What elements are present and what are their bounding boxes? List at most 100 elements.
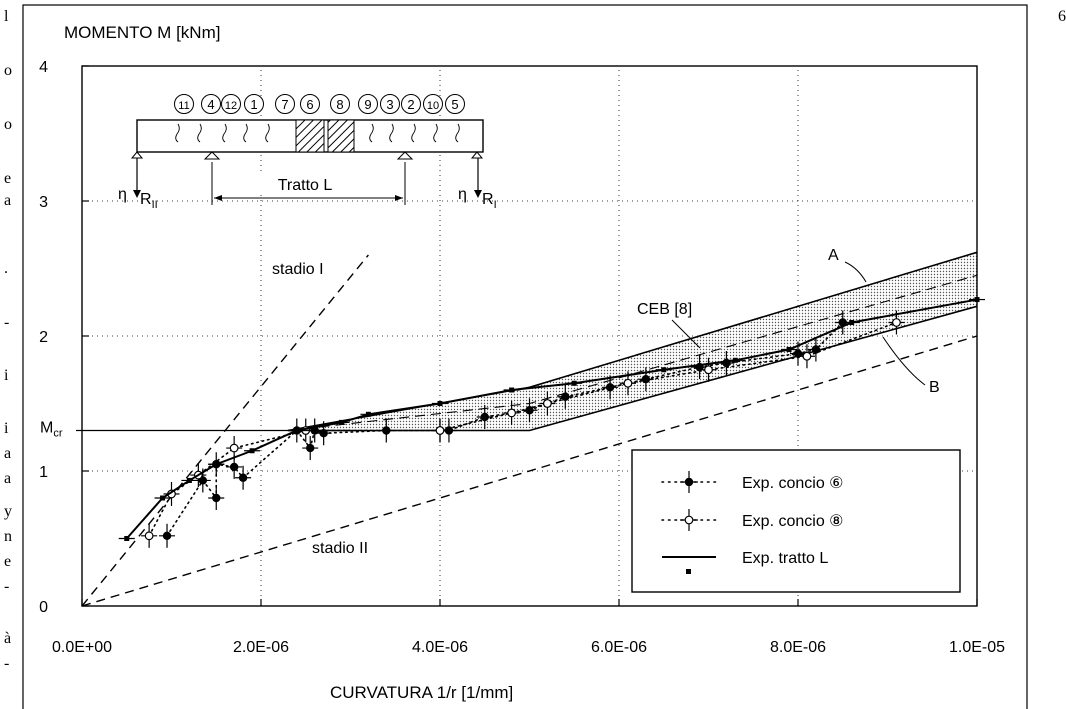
crack [175,123,180,143]
data-point-concio-8 [229,443,239,453]
span-label-bg [260,174,350,192]
reference-line [81,335,978,607]
segment-number: 6 [306,97,313,112]
stadio-ii-label: stadio II [312,540,368,557]
data-point-tratto-l [339,419,345,425]
segment-number: 10 [427,100,439,112]
legend-label: Exp. concio ⑧ [742,513,844,530]
data-point-concio-8 [144,531,154,541]
margin-glyph: a [4,192,12,209]
margin-glyph: a [4,445,12,462]
crack [389,123,394,143]
right-reaction-label: RI [482,191,497,211]
data-point-tratto-l [249,448,255,454]
data-point-concio-8 [623,378,633,388]
crack [243,123,248,143]
legend-marker [684,515,694,525]
segment-numbers: 11 4 12 1 7 6 8 9 3 2 10 5 [174,94,465,114]
data-point-tratto-l [732,357,738,363]
segment-number: 1 [250,97,257,112]
curve-b-label: B [929,379,940,396]
segment-circle [174,94,194,114]
segment-8-hatch [327,119,355,153]
segment-circle [244,94,264,114]
crack [411,123,416,143]
curve-b-leader [882,336,926,386]
span-arrow-right [395,195,403,201]
data-point-tratto-l [160,495,166,501]
left-reaction-eta: η [118,186,127,203]
segment-number: 4 [207,97,214,112]
ceb-band-fill [287,252,978,431]
inner-support-left [203,151,221,160]
y-tick-label: 0 [39,599,48,616]
margin-glyph: - [4,578,10,595]
data-point-concio-8 [704,365,713,375]
data-point-concio-6 [641,375,651,384]
curve-a-label: A [828,247,839,264]
segment-number: 11 [178,100,189,112]
legend-label: Exp. tratto L [742,550,828,567]
series-line [126,298,978,540]
left-reaction-label: RII [140,191,158,211]
segment-circle [330,94,350,114]
y-tick-label: 1 [39,464,48,481]
page-number: 6 [1058,8,1066,25]
data-point-concio-6 [212,493,221,503]
end-support-left [130,151,144,159]
data-series [118,297,985,548]
legend-label: Exp. concio ⑥ [742,475,844,492]
ceb-leader [671,319,701,349]
segment-circle [201,94,221,114]
data-point-tratto-l [124,536,130,541]
margin-glyph: à [4,630,12,647]
annotations: Mcr stadio I stadio II CEB [8] A B [40,247,940,557]
left-reaction-arrowhead [133,190,141,198]
data-point-tratto-l [365,411,371,417]
data-point-tratto-l [186,477,192,483]
span-label: Tratto L [278,177,333,194]
x-tick-label: 2.0E-06 [233,639,289,656]
data-point-tratto-l [849,320,855,325]
data-point-concio-8 [435,426,445,435]
margin-glyph: e [4,170,12,187]
inner-support-right [396,151,414,160]
data-point-tratto-l [786,347,792,352]
x-tick-label: 0.0E+00 [52,639,112,656]
segment-circle [445,94,465,114]
margin-glyph: - [4,655,10,672]
data-point-tratto-l [437,401,443,406]
right-reaction-eta: η [458,186,467,203]
x-tick-label: 1.0E-05 [949,639,1005,656]
crack [455,123,460,143]
series-line [148,321,898,537]
stadio-i-label: stadio I [272,261,324,278]
data-point-concio-8 [543,399,552,408]
y-axis-title: MOMENTO M [kNm] [64,23,220,42]
x-axis-title: CURVATURA 1/r [1/mm] [330,683,513,702]
legend-marker [684,477,694,487]
data-point-concio-6 [793,349,803,358]
data-point-tratto-l [571,380,577,386]
segment-circle [300,94,320,114]
crack [197,123,202,143]
data-point-concio-6 [382,426,391,435]
ceb-upper-bound-a [287,251,978,432]
margin-glyph: i [4,367,9,384]
data-point-concio-6 [605,383,615,392]
data-point-concio-6 [561,392,570,401]
data-point-concio-6 [444,426,454,435]
crack [369,123,374,143]
margin-glyph: i [4,420,9,437]
data-point-concio-6 [229,462,239,472]
crack [265,123,270,143]
segment-number: 8 [336,97,343,112]
data-point-tratto-l [661,367,667,373]
segment-circle [358,94,378,114]
margin-glyph: a [4,470,12,487]
crack [222,123,227,143]
segment-circle [401,94,421,114]
end-support-right [470,151,484,159]
crack [433,123,438,143]
